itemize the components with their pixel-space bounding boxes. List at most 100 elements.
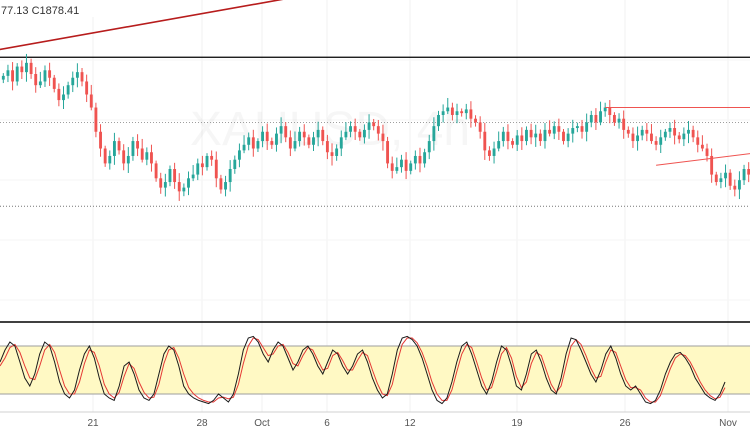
candle bbox=[599, 101, 602, 126]
candle-body bbox=[409, 163, 413, 171]
candle bbox=[682, 127, 686, 147]
candle-body bbox=[501, 131, 505, 142]
candle bbox=[163, 173, 167, 197]
candle bbox=[700, 135, 704, 152]
ohlc-readout-bg bbox=[0, 0, 110, 17]
candle bbox=[117, 137, 121, 155]
candle bbox=[691, 125, 695, 143]
candle-body bbox=[450, 107, 454, 115]
candle-body bbox=[441, 111, 445, 115]
candle bbox=[492, 141, 496, 164]
candle bbox=[358, 128, 362, 141]
candle bbox=[293, 131, 297, 152]
candle-body bbox=[668, 128, 672, 132]
candle-body bbox=[474, 118, 477, 123]
candle-body bbox=[145, 152, 149, 160]
candle-body bbox=[617, 118, 621, 123]
candle-body bbox=[487, 150, 491, 156]
candle-body bbox=[85, 81, 89, 95]
candle bbox=[376, 119, 380, 141]
candle-body bbox=[566, 133, 570, 142]
candle-body bbox=[650, 133, 653, 142]
candle bbox=[196, 158, 200, 181]
candle bbox=[552, 121, 556, 140]
candle-body bbox=[543, 129, 547, 142]
candle-body bbox=[325, 141, 329, 153]
candle-body bbox=[413, 155, 417, 164]
candle-body bbox=[376, 126, 380, 134]
candle bbox=[48, 62, 52, 86]
candle-body bbox=[515, 135, 519, 145]
candle-body bbox=[108, 155, 112, 164]
candle bbox=[631, 127, 635, 148]
candle-body bbox=[737, 180, 741, 190]
candle bbox=[242, 135, 246, 154]
candle-body bbox=[742, 169, 746, 181]
candle bbox=[200, 155, 204, 176]
x-tick-label: 26 bbox=[619, 418, 631, 429]
candle-body bbox=[312, 137, 315, 145]
candle bbox=[575, 122, 579, 133]
candle-body bbox=[663, 131, 667, 138]
candle bbox=[742, 164, 746, 186]
candle-body bbox=[126, 155, 130, 164]
candle-body bbox=[525, 129, 528, 142]
candle bbox=[719, 172, 723, 189]
candle bbox=[321, 126, 325, 146]
rising-trendline bbox=[0, 0, 284, 51]
candle-body bbox=[177, 182, 181, 192]
candle bbox=[154, 160, 158, 182]
candle-body bbox=[608, 107, 612, 115]
candle bbox=[728, 169, 732, 190]
candle-body bbox=[548, 129, 552, 134]
candle bbox=[362, 124, 366, 144]
candle bbox=[687, 120, 690, 144]
candle-body bbox=[34, 74, 38, 86]
candle-body bbox=[316, 129, 320, 138]
candle bbox=[29, 58, 33, 79]
candle bbox=[38, 71, 42, 88]
candle-body bbox=[140, 148, 144, 160]
candle bbox=[103, 145, 107, 167]
candle-body bbox=[131, 141, 135, 156]
candle bbox=[15, 63, 19, 86]
candle-body bbox=[404, 159, 408, 171]
candle-body bbox=[228, 169, 232, 183]
candle-body bbox=[432, 126, 436, 142]
candle bbox=[62, 86, 65, 109]
candle-body bbox=[38, 81, 42, 86]
candle-body bbox=[677, 135, 681, 140]
ohlc-readout: 77.13 C1878.41 bbox=[1, 5, 79, 17]
candle-body bbox=[511, 141, 515, 145]
candle bbox=[367, 114, 371, 139]
candle bbox=[525, 126, 528, 146]
candle bbox=[696, 130, 700, 153]
candle-body bbox=[400, 159, 403, 168]
candle bbox=[344, 122, 348, 141]
candle-body bbox=[427, 141, 431, 153]
rising-support-line bbox=[656, 153, 750, 166]
candle-body bbox=[636, 135, 640, 142]
candle bbox=[20, 60, 24, 80]
candle-body bbox=[307, 137, 311, 145]
candle bbox=[353, 118, 357, 140]
candle bbox=[126, 147, 130, 173]
candle-body bbox=[497, 141, 501, 149]
candle bbox=[673, 119, 677, 145]
candle-body bbox=[395, 167, 399, 171]
candle-body bbox=[353, 126, 357, 132]
candle bbox=[437, 110, 440, 131]
candle-body bbox=[733, 185, 737, 190]
candle-body bbox=[11, 70, 15, 82]
candle-body bbox=[89, 94, 93, 108]
candle-body bbox=[562, 131, 565, 142]
candle bbox=[603, 102, 607, 117]
candle-body bbox=[284, 126, 288, 138]
candle-body bbox=[43, 70, 47, 82]
candle bbox=[89, 84, 93, 111]
x-tick-label: 21 bbox=[87, 418, 99, 429]
candle bbox=[432, 117, 436, 151]
x-tick-label: 28 bbox=[196, 418, 208, 429]
candle bbox=[404, 152, 408, 180]
